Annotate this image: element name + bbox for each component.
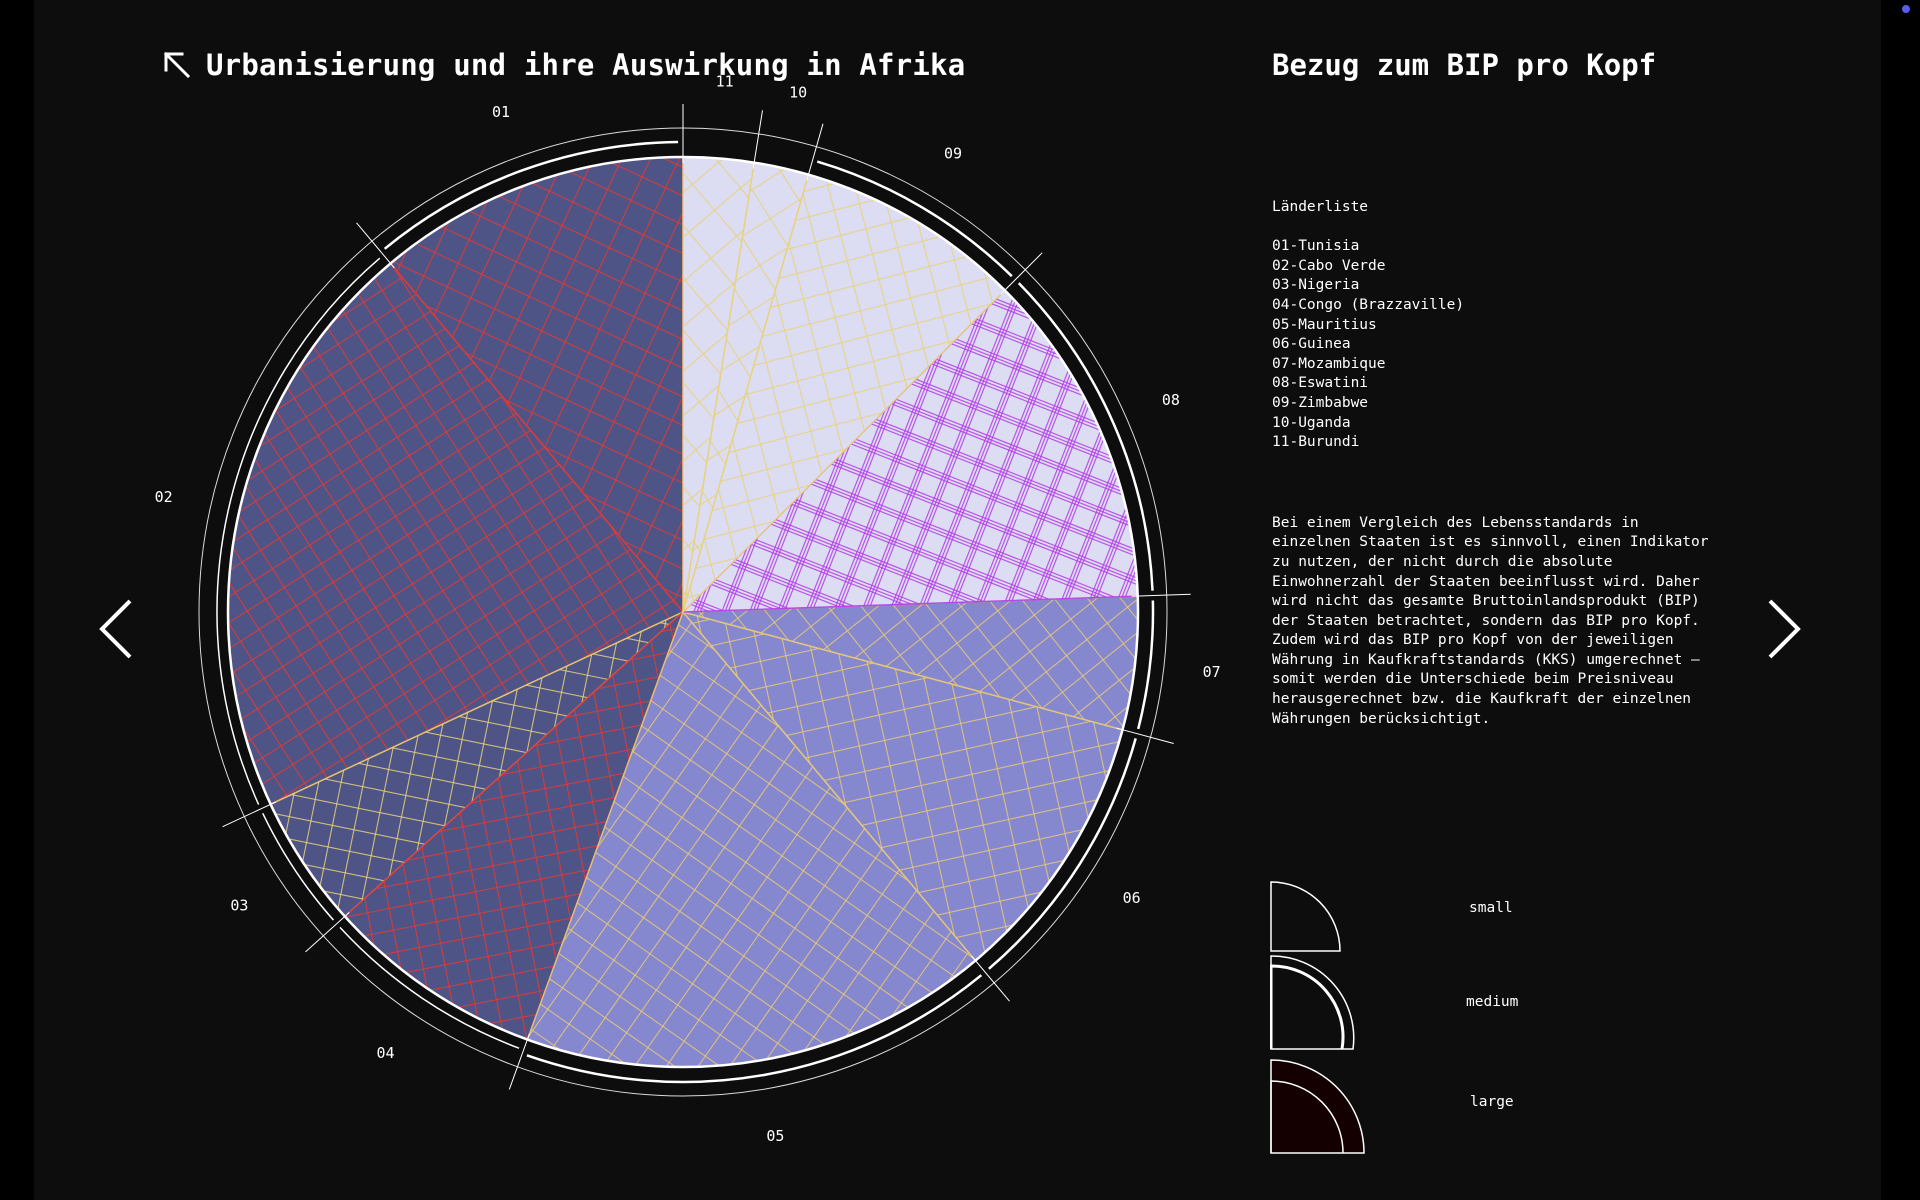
country-list-heading: Länderliste: [1272, 199, 1369, 215]
chevron-left-icon: [99, 599, 132, 659]
list-item: 10-Uganda: [1272, 414, 1351, 431]
status-dot: [1902, 5, 1910, 13]
slice-label-02: 02: [155, 488, 173, 506]
gdp-ring-06: [988, 738, 1137, 970]
slice-boundary-tick: [356, 222, 395, 269]
gdp-ring-07: [1137, 600, 1155, 730]
list-item: 07-Mozambique: [1272, 355, 1386, 372]
legend-label-large: large: [1470, 1094, 1514, 1110]
slice-boundary-tick: [1116, 727, 1174, 744]
prev-button[interactable]: [96, 597, 134, 665]
slice-label-09: 09: [944, 145, 962, 163]
gdp-ring-09: [816, 160, 1013, 278]
list-item: 09-Zimbabwe: [1272, 394, 1369, 411]
slice-label-06: 06: [1123, 889, 1141, 907]
slice-label-03: 03: [230, 897, 248, 915]
slice-label-01: 01: [492, 103, 510, 121]
slice-boundary-tick: [806, 123, 824, 181]
slice-label-10: 10: [789, 84, 807, 102]
slice-boundary-tick: [305, 912, 350, 953]
quarter-circle-large-icon: [1270, 1059, 1365, 1154]
page-title: Urbanisierung und ihre Auswirkung in Afr…: [162, 48, 965, 82]
arrow-up-left-icon[interactable]: [162, 50, 192, 80]
slice-fill-05: [527, 612, 976, 1067]
gdp-ring-05: [526, 974, 983, 1084]
gdp-ring-02: [216, 257, 381, 805]
pie-ticks: [222, 104, 1191, 1090]
gdp-ring-04: [339, 926, 520, 1049]
slice-fill-02: [228, 263, 683, 805]
slice-label-08: 08: [1162, 391, 1180, 409]
slice-fill-10: [683, 162, 809, 612]
side-panel-title: Bezug zum BIP pro Kopf: [1272, 48, 1657, 82]
description-text: Bei einem Vergleich des Lebensstandards …: [1272, 514, 1709, 727]
slice-boundary-tick: [508, 1033, 530, 1090]
list-item: 11-Burundi: [1272, 434, 1360, 451]
legend-item-large: large: [1270, 1058, 1590, 1154]
list-item: 01-Tunisia: [1272, 238, 1360, 255]
gdp-ring-01: [383, 140, 679, 250]
slice-label-04: 04: [376, 1044, 394, 1062]
slice-boundary-tick: [1000, 252, 1043, 295]
slice-label-05: 05: [766, 1127, 784, 1145]
slice-fill-06: [683, 612, 1123, 961]
legend-label-small: small: [1469, 900, 1513, 916]
list-item: 02-Cabo Verde: [1272, 257, 1386, 274]
list-item: 04-Congo (Brazzaville): [1272, 296, 1465, 313]
slice-boundary-tick: [1131, 593, 1191, 597]
gdp-ring-08: [1017, 282, 1154, 591]
slice-fill-09: [683, 174, 1005, 612]
pie-slices: [228, 157, 1138, 1067]
gdp-ring-03: [262, 813, 335, 921]
quarter-circle-small-icon: [1270, 881, 1341, 952]
list-item: 06-Guinea: [1272, 336, 1351, 353]
legend-label-medium: medium: [1466, 994, 1519, 1010]
slice-fill-07: [683, 596, 1138, 730]
legend-item-small: small: [1270, 866, 1590, 952]
gdp-legend: small medium large: [1270, 866, 1590, 1156]
quarter-circle-medium-icon: [1270, 955, 1355, 1050]
list-item: 03-Nigeria: [1272, 277, 1360, 294]
list-item: 08-Eswatini: [1272, 375, 1369, 392]
slice-boundary-tick: [222, 801, 277, 828]
next-button[interactable]: [1766, 597, 1804, 665]
slice-boundary-tick: [752, 110, 763, 169]
legend-item-medium: medium: [1270, 954, 1590, 1050]
slice-label-07: 07: [1203, 663, 1221, 681]
pie-labels: 01 02 03 04 05 06 07 08 09 10 11: [155, 73, 1221, 1145]
list-item: 05-Mauritius: [1272, 316, 1377, 333]
slice-boundary-tick: [971, 955, 1010, 1002]
country-list: 01-Tunisia 02-Cabo Verde 03-Nigeria 04-C…: [1272, 237, 1732, 453]
slice-fill-01: [390, 157, 683, 612]
chevron-right-icon: [1768, 599, 1801, 659]
side-panel: Länderliste 01-Tunisia 02-Cabo Verde 03-…: [1272, 198, 1732, 729]
page-title-text: Urbanisierung und ihre Auswirkung in Afr…: [206, 48, 966, 82]
slice-label-11: 11: [716, 73, 734, 91]
